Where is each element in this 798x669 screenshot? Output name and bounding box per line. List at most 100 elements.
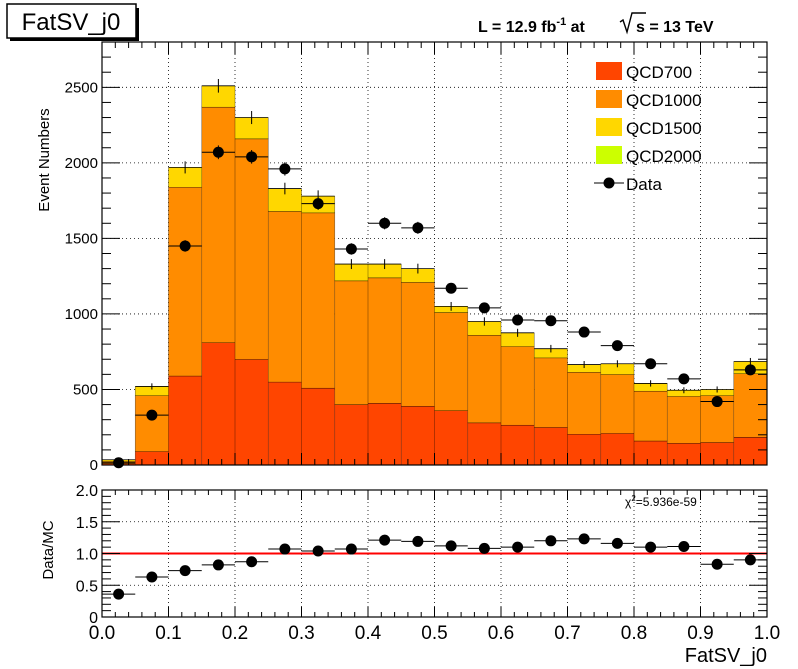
top-y-tick-label: 0 bbox=[90, 457, 98, 474]
legend-label-qcd1500: QCD1500 bbox=[626, 119, 702, 138]
legend-swatch-qcd1500 bbox=[596, 118, 622, 136]
ratio-point-9 bbox=[412, 535, 424, 547]
bar-qcd700-bin-15 bbox=[600, 433, 634, 465]
bar-qcd1000-bin-12 bbox=[501, 346, 535, 425]
ratio-y-axis-title: Data/MC bbox=[40, 520, 57, 579]
bar-qcd1000-bin-6 bbox=[301, 212, 335, 388]
data-point-7 bbox=[345, 243, 357, 255]
bar-qcd700-bin-18 bbox=[700, 442, 734, 465]
ratio-point-7 bbox=[345, 543, 357, 555]
legend: QCD700 QCD1000 QCD1500 QCD2000 Data bbox=[594, 62, 702, 194]
ratio-point-18 bbox=[711, 558, 723, 570]
data-point-1 bbox=[146, 409, 158, 421]
data-point-0 bbox=[113, 457, 125, 469]
ratio-point-11 bbox=[478, 542, 490, 554]
bar-qcd1000-bin-14 bbox=[567, 372, 601, 435]
data-point-11 bbox=[478, 302, 490, 314]
ratio-point-8 bbox=[379, 534, 391, 546]
data-point-14 bbox=[578, 326, 590, 338]
ratio-y-tick-label: 0.5 bbox=[76, 578, 98, 595]
legend-label-qcd700: QCD700 bbox=[626, 63, 692, 82]
bar-qcd1500-bin-16 bbox=[634, 383, 668, 391]
ratio-point-6 bbox=[312, 545, 324, 557]
bar-qcd1000-bin-10 bbox=[434, 312, 468, 411]
ratio-axis-ticks: 0 0.5 1.0 1.5 2.0 0.0 0.1 0.2 0.3 0.4 0.5 0.6 0.7 0.8… bbox=[76, 483, 780, 644]
ratio-point-2 bbox=[179, 565, 191, 577]
sqrt-sign bbox=[619, 12, 646, 35]
bar-qcd1000-bin-17 bbox=[667, 396, 701, 444]
ratio-point-13 bbox=[545, 535, 557, 547]
bar-qcd1500-bin-11 bbox=[467, 321, 501, 336]
bar-qcd1500-bin-3 bbox=[201, 85, 235, 107]
data-point-19 bbox=[744, 364, 756, 376]
bar-qcd1500-bin-15 bbox=[600, 363, 634, 375]
top-y-tick-label: 2000 bbox=[65, 155, 98, 172]
title-box bbox=[6, 3, 137, 39]
bar-qcd700-bin-8 bbox=[368, 403, 402, 465]
data-point-16 bbox=[645, 358, 657, 370]
bar-qcd1500-bin-8 bbox=[368, 264, 402, 278]
ratio-point-10 bbox=[445, 540, 457, 552]
bar-qcd700-bin-5 bbox=[268, 381, 302, 465]
bar-qcd1500-bin-12 bbox=[501, 332, 535, 347]
bar-qcd700-bin-2 bbox=[168, 375, 202, 465]
data-point-18 bbox=[711, 396, 723, 408]
ratio-point-14 bbox=[578, 533, 590, 545]
data-point-15 bbox=[611, 340, 623, 352]
lumi-exponent: -1 bbox=[556, 16, 566, 28]
chi2-exponent: 2 bbox=[631, 494, 636, 503]
bar-qcd1000-bin-3 bbox=[201, 106, 235, 343]
chi2-symbol: χ bbox=[625, 495, 632, 509]
bar-qcd1000-bin-13 bbox=[534, 357, 568, 428]
bar-qcd1000-bin-9 bbox=[401, 282, 435, 407]
x-tick-label: 0.3 bbox=[288, 623, 314, 644]
ratio-y-tick-label: 2.0 bbox=[76, 483, 98, 500]
ratio-point-1 bbox=[146, 571, 158, 583]
title-box-shadow-bottom bbox=[10, 38, 139, 41]
bar-qcd700-bin-3 bbox=[201, 342, 235, 465]
data-point-8 bbox=[379, 217, 391, 229]
legend-label-qcd1000: QCD1000 bbox=[626, 91, 702, 110]
data-point-4 bbox=[246, 151, 258, 163]
chi2-text: χ2=5.936e-59 bbox=[625, 494, 697, 509]
lumi-text: L = 12.9 fb-1 at bbox=[478, 16, 586, 36]
data-point-10 bbox=[445, 282, 457, 294]
ratio-panel: 0 0.5 1.0 1.5 2.0 0.0 0.1 0.2 0.3 0.4 0.5 0.6 0.7 0.8… bbox=[40, 483, 780, 667]
bar-qcd700-bin-11 bbox=[467, 422, 501, 465]
x-tick-label: 1.0 bbox=[754, 623, 780, 644]
data-point-5 bbox=[279, 163, 291, 175]
bar-qcd700-bin-4 bbox=[235, 359, 269, 465]
bar-qcd700-bin-7 bbox=[334, 404, 368, 465]
ratio-point-15 bbox=[611, 537, 623, 549]
legend-label-data: Data bbox=[626, 175, 662, 194]
ratio-point-17 bbox=[678, 541, 690, 553]
data-point-2 bbox=[179, 240, 191, 252]
chi2-value: =5.936e-59 bbox=[636, 495, 697, 509]
top-y-tick-label: 2500 bbox=[65, 79, 98, 96]
bar-qcd700-bin-12 bbox=[501, 424, 535, 465]
top-y-tick-label: 500 bbox=[73, 381, 98, 398]
bar-qcd1500-bin-5 bbox=[268, 188, 302, 212]
x-tick-label: 0.1 bbox=[155, 623, 181, 644]
x-tick-label: 0.7 bbox=[554, 623, 580, 644]
top-y-tick-label: 1000 bbox=[65, 306, 98, 323]
ratio-point-16 bbox=[645, 541, 657, 553]
ratio-point-0 bbox=[113, 588, 125, 600]
bar-qcd1000-bin-15 bbox=[600, 374, 634, 434]
bar-qcd1000-bin-7 bbox=[334, 280, 368, 405]
bar-qcd700-bin-10 bbox=[434, 410, 468, 465]
bar-qcd1500-bin-13 bbox=[534, 348, 568, 358]
top-y-axis-title: Event Numbers bbox=[36, 108, 53, 211]
ratio-y-tick-label: 0 bbox=[89, 610, 98, 627]
x-tick-label: 0.8 bbox=[621, 623, 647, 644]
bar-qcd700-bin-6 bbox=[301, 387, 335, 465]
bar-qcd1500-bin-4 bbox=[235, 117, 269, 139]
bar-qcd1000-bin-8 bbox=[368, 277, 402, 404]
legend-data-marker bbox=[603, 177, 615, 189]
x-tick-label: 0.5 bbox=[421, 623, 447, 644]
bar-qcd1000-bin-11 bbox=[467, 335, 501, 423]
bar-qcd700-bin-19 bbox=[733, 437, 767, 465]
lumi-label: L = 12.9 fb bbox=[478, 19, 557, 36]
bar-qcd1000-bin-4 bbox=[235, 138, 269, 360]
